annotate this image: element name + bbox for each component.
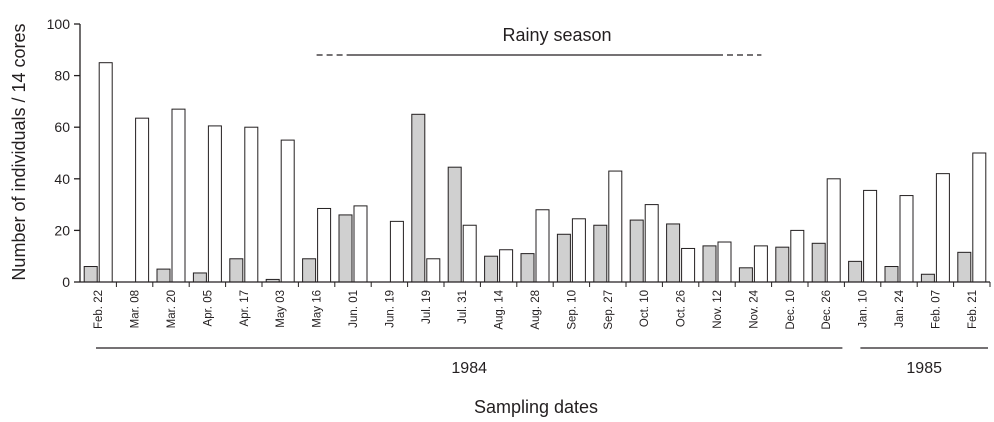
- rainy-season-label: Rainy season: [502, 25, 611, 45]
- bar-series: [83, 62, 987, 283]
- y-axis-title: Number of individuals / 14 cores: [9, 23, 29, 280]
- bar: [920, 273, 935, 283]
- bar: [535, 209, 550, 283]
- bar: [520, 253, 535, 283]
- x-tick-label: Jul. 19: [421, 290, 433, 324]
- x-tick-label: Aug. 14: [494, 289, 506, 329]
- bar: [462, 224, 477, 283]
- bar: [702, 245, 717, 283]
- bar: [972, 152, 987, 283]
- bar: [884, 266, 899, 283]
- x-tick-label: Jun. 19: [384, 290, 396, 328]
- x-tick-label: May 16: [312, 290, 324, 328]
- x-tick-label: Nov. 12: [712, 290, 724, 329]
- bar: [411, 113, 426, 283]
- bar: [207, 125, 222, 283]
- x-tick-label: Mar. 20: [166, 290, 178, 328]
- x-tick-label: Jul. 31: [457, 290, 469, 324]
- bar: [83, 266, 98, 283]
- bar: [98, 62, 113, 283]
- bar: [280, 139, 295, 283]
- bar: [571, 218, 586, 283]
- x-tick-label: Sep. 10: [566, 290, 578, 330]
- x-tick-label: Aug. 28: [530, 290, 542, 330]
- y-tick-label: 80: [54, 68, 70, 84]
- x-tick-label: Feb. 07: [930, 290, 942, 329]
- x-tick-label: Sep. 27: [603, 290, 615, 330]
- bar: [666, 223, 681, 283]
- x-tick-label: Dec. 26: [821, 290, 833, 330]
- bar: [811, 242, 826, 283]
- y-tick-label: 100: [47, 16, 71, 32]
- x-tick-label: Dec. 10: [785, 290, 797, 330]
- bar: [556, 233, 571, 283]
- bar: [593, 224, 608, 283]
- bar: [790, 229, 805, 283]
- x-tick-label: May 03: [275, 290, 287, 328]
- bar: [192, 272, 207, 283]
- x-axis-title: Sampling dates: [474, 397, 598, 417]
- x-tick-label: Jan. 10: [858, 290, 870, 328]
- bar: [389, 220, 404, 283]
- bar: [608, 170, 623, 283]
- x-tick-label: Apr. 05: [202, 290, 214, 326]
- bar: [717, 241, 732, 283]
- rainy-season-annotation: Rainy season: [316, 25, 762, 56]
- x-tick-label: Jun. 01: [348, 290, 360, 328]
- bar: [499, 249, 514, 283]
- x-tick-label: Jan. 24: [894, 289, 906, 327]
- bar: [753, 245, 768, 283]
- bar: [338, 214, 353, 283]
- bar: [957, 251, 972, 283]
- bar: [629, 219, 644, 283]
- year-brackets: 1984 1985: [96, 347, 988, 377]
- bar: [171, 108, 186, 283]
- year-label: 1985: [906, 360, 942, 377]
- x-tick-label: Feb. 22: [93, 290, 105, 329]
- bar: [935, 173, 950, 283]
- bar: [775, 246, 790, 283]
- bar: [899, 195, 914, 283]
- bar: [447, 166, 462, 283]
- bar: [135, 117, 150, 283]
- x-tick-label: Mar. 08: [130, 290, 142, 328]
- y-tick-label: 20: [54, 222, 70, 238]
- bar: [484, 255, 499, 283]
- y-axis: 0 20 40 60 80 100: [47, 16, 81, 290]
- bar: [229, 258, 244, 283]
- x-tick-label: Nov. 24: [748, 289, 760, 328]
- y-tick-label: 40: [54, 171, 70, 187]
- bar: [302, 258, 317, 283]
- x-tick-label: Oct. 10: [639, 290, 651, 327]
- bar: [353, 205, 368, 283]
- bar: [317, 207, 332, 283]
- bar: [644, 204, 659, 283]
- year-label: 1984: [451, 360, 487, 377]
- x-axis: Feb. 22 Mar. 08 Mar. 20 Apr. 05 Apr. 17 May 0…: [80, 281, 991, 330]
- bar: [738, 267, 753, 283]
- bar: [244, 126, 259, 283]
- bar: [681, 247, 696, 283]
- bar: [826, 178, 841, 283]
- x-tick-label: Apr. 17: [239, 290, 251, 326]
- bar: [156, 268, 171, 283]
- x-tick-label: Feb. 21: [967, 290, 979, 329]
- bar: [863, 189, 878, 283]
- y-tick-label: 60: [54, 119, 70, 135]
- y-tick-label: 0: [62, 274, 70, 290]
- bar: [848, 260, 863, 283]
- bar: [426, 258, 441, 283]
- x-tick-label: Oct. 26: [676, 290, 688, 327]
